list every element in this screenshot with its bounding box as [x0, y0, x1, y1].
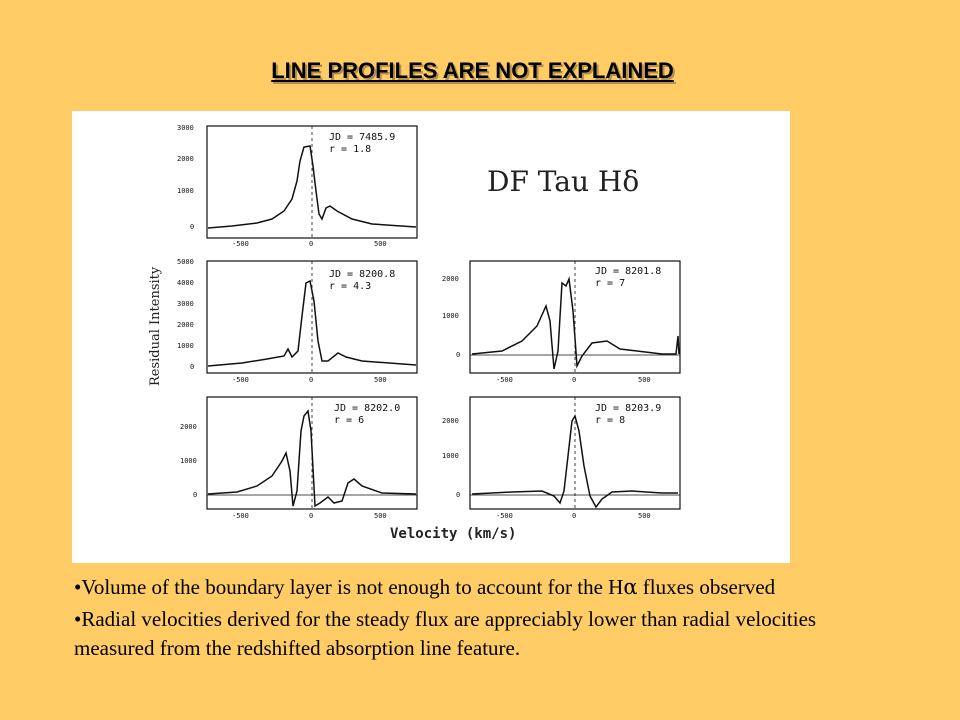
- spectra-plot-svg: DF Tau Hδ Residual Intensity Velocity (k…: [148, 124, 681, 542]
- y-tick-label: 0: [190, 363, 194, 371]
- x-tick-label: 0: [309, 512, 313, 520]
- y-tick-label: 3000: [177, 300, 194, 308]
- y-tick-label: 2000: [442, 275, 459, 283]
- y-axis-label: Residual Intensity: [148, 266, 163, 386]
- panel-r: r = 6: [334, 415, 364, 426]
- x-axis-label: Velocity (km/s): [390, 526, 516, 542]
- panel-jd: JD = 8203.9: [595, 403, 661, 414]
- panel-jd: JD = 8202.0: [334, 403, 400, 414]
- figure-label: DF Tau Hδ: [487, 165, 639, 198]
- bullet-item: •Radial velocities derived for the stead…: [74, 605, 894, 663]
- y-tick-label: 1000: [442, 452, 459, 460]
- y-tick-label: 1000: [177, 342, 194, 350]
- x-tick-label: 500: [638, 376, 651, 384]
- panel-jd: JD = 8201.8: [595, 266, 661, 277]
- panel-r: r = 1.8: [329, 144, 371, 155]
- x-tick-label: 0: [309, 376, 313, 384]
- y-tick-label: 0: [193, 491, 197, 499]
- spectra-figure: DF Tau Hδ Residual Intensity Velocity (k…: [72, 111, 790, 563]
- panel-2: JD = 8200.8 r = 4.3 5000 4000 3000 2000 …: [177, 258, 418, 384]
- panel-jd: JD = 7485.9: [329, 132, 395, 143]
- x-tick-label: 500: [374, 376, 387, 384]
- y-tick-label: 3000: [177, 124, 194, 132]
- y-tick-label: 2000: [177, 155, 194, 163]
- bullet-text-part: Volume of the boundary layer is not enou…: [81, 575, 624, 599]
- x-tick-label: 500: [374, 240, 387, 248]
- bullet-text-part: Radial velocities derived for the steady…: [74, 607, 817, 660]
- spectrum-line: [207, 279, 417, 367]
- panel-5: JD = 8203.9 r = 8 2000 1000 0 -500 0 500: [442, 396, 681, 520]
- spectrum-line: [471, 414, 678, 509]
- bullet-marker: •: [74, 575, 82, 599]
- y-tick-label: 1000: [177, 187, 194, 195]
- x-tick-label: -500: [496, 512, 513, 520]
- bullet-marker: •: [74, 607, 82, 631]
- y-tick-label: 4000: [177, 279, 194, 287]
- bullet-item: •Volume of the boundary layer is not eno…: [74, 573, 894, 602]
- x-tick-label: -500: [232, 512, 249, 520]
- y-tick-label: 2000: [180, 423, 197, 431]
- y-tick-label: 1000: [180, 457, 197, 465]
- x-tick-label: 500: [374, 512, 387, 520]
- panel-r: r = 7: [595, 278, 625, 289]
- y-tick-label: 0: [456, 491, 460, 499]
- x-tick-label: 0: [309, 240, 313, 248]
- x-tick-label: 500: [638, 512, 651, 520]
- x-tick-label: 0: [572, 512, 576, 520]
- slide-title: LINE PROFILES ARE NOT EXPLAINED: [271, 58, 674, 83]
- bullet-text-part: fluxes observed: [637, 575, 776, 599]
- alpha-symbol: α: [623, 575, 638, 599]
- y-tick-label: 1000: [442, 312, 459, 320]
- panel-jd: JD = 8200.8: [329, 269, 395, 280]
- panel-4: JD = 8202.0 r = 6 2000 1000 0 -500 0 500: [180, 396, 418, 520]
- panel-r: r = 4.3: [329, 281, 371, 292]
- y-tick-label: 0: [456, 351, 460, 359]
- spectrum-line: [471, 276, 680, 370]
- x-tick-label: -500: [496, 376, 513, 384]
- spectrum-line: [207, 145, 417, 229]
- panel-1: JD = 7485.9 r = 1.8 3000 2000 1000 0 -50…: [177, 124, 418, 248]
- x-tick-label: 0: [572, 376, 576, 384]
- bullet-list: •Volume of the boundary layer is not eno…: [74, 573, 894, 666]
- y-tick-label: 2000: [442, 417, 459, 425]
- y-tick-label: 2000: [177, 321, 194, 329]
- x-tick-label: -500: [232, 240, 249, 248]
- x-tick-label: -500: [232, 376, 249, 384]
- panel-3: JD = 8201.8 r = 7 2000 1000 0 -500 0 500: [442, 260, 681, 384]
- panel-r: r = 8: [595, 415, 625, 426]
- y-tick-label: 0: [190, 223, 194, 231]
- y-tick-label: 5000: [177, 258, 194, 266]
- spectrum-line: [207, 409, 417, 508]
